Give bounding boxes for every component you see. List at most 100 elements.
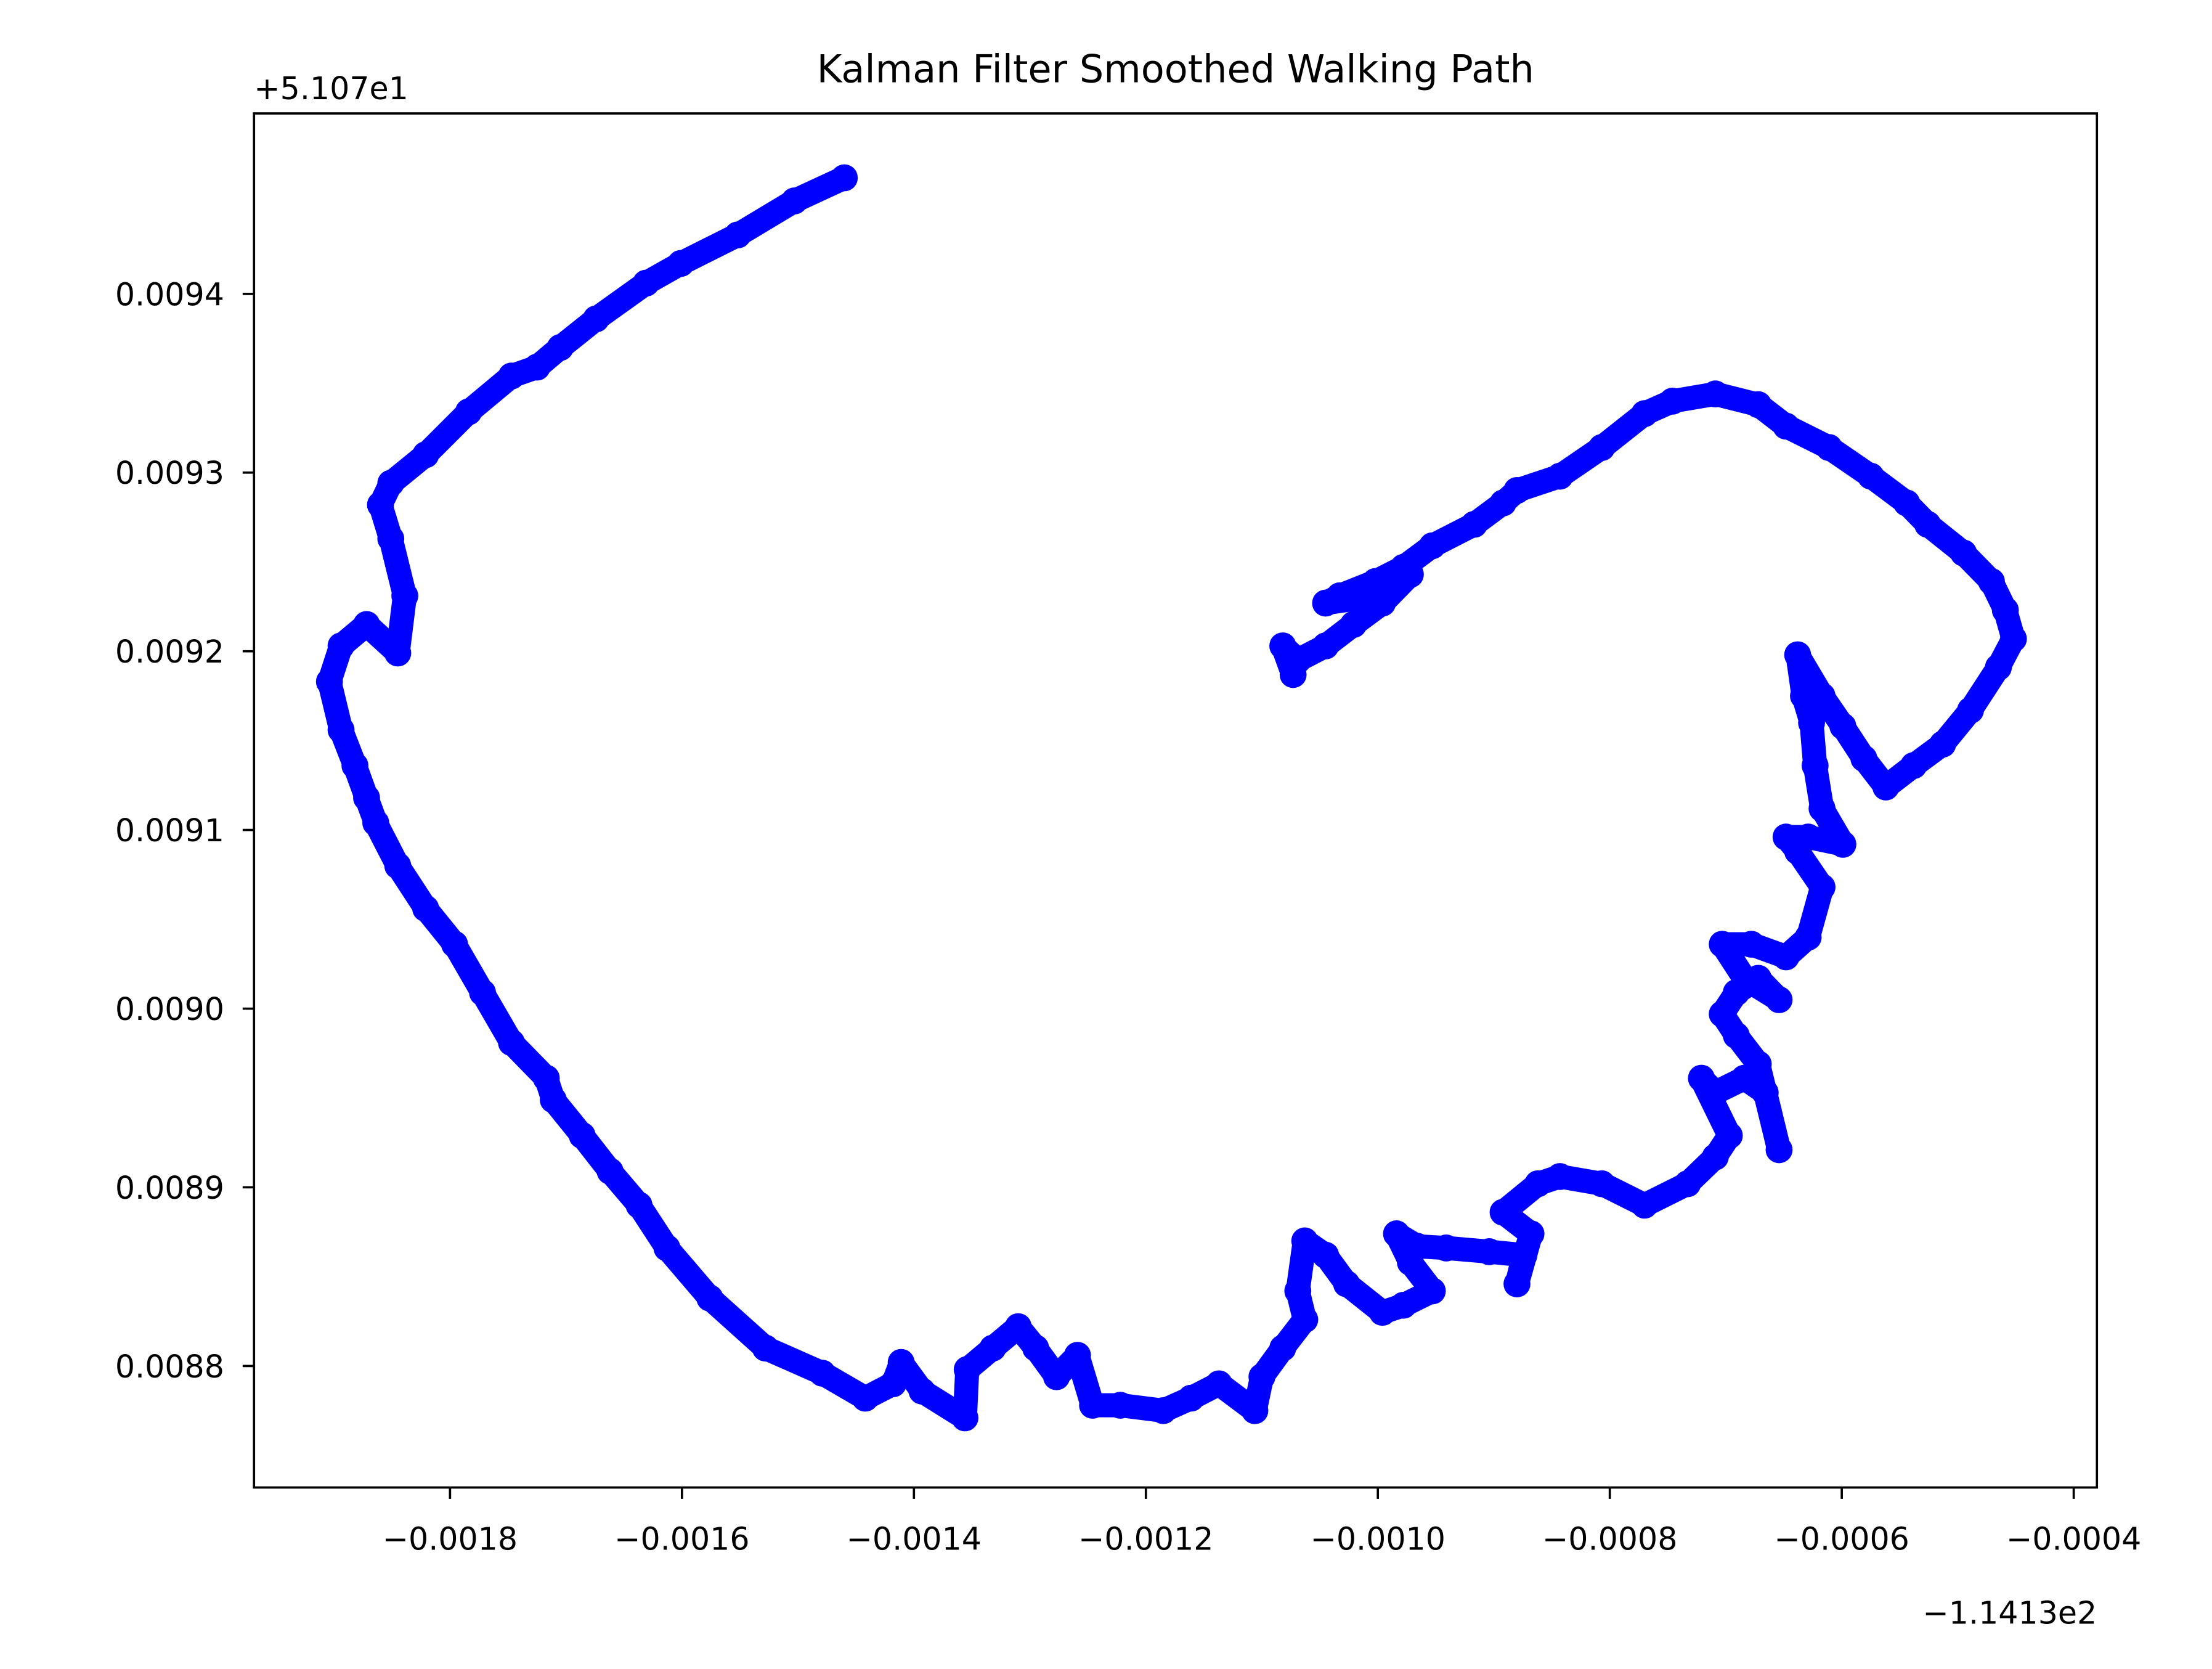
path-point xyxy=(625,1191,653,1219)
path-point xyxy=(362,809,389,836)
path-point xyxy=(1418,1277,1446,1305)
y-tick-label: 0.0088 xyxy=(115,1349,224,1385)
path-point xyxy=(353,611,380,639)
path-point xyxy=(1043,1363,1070,1390)
path-point xyxy=(1978,568,2005,595)
path-point xyxy=(724,221,752,249)
path-point xyxy=(1503,1270,1531,1297)
axes-frame xyxy=(253,112,2099,1489)
path-point xyxy=(441,931,468,958)
plot-area xyxy=(315,164,2027,1432)
path-point xyxy=(1857,462,1885,490)
path-point xyxy=(1279,661,1307,688)
path-point xyxy=(908,1377,936,1405)
path-point xyxy=(1150,1397,1177,1424)
path-point xyxy=(1790,682,1817,710)
path-point xyxy=(341,752,368,780)
chart-title: Kalman Filter Smoothed Walking Path xyxy=(817,46,1534,91)
path-point xyxy=(1546,1163,1574,1190)
path-point xyxy=(1673,1170,1701,1198)
path-point xyxy=(1991,597,2019,624)
path-point xyxy=(1312,1241,1340,1269)
path-point xyxy=(1269,1334,1296,1362)
path-point xyxy=(353,784,380,812)
path-point xyxy=(1808,873,1836,901)
path-point xyxy=(1950,539,1977,567)
path-point xyxy=(327,716,355,744)
path-point xyxy=(532,1064,560,1092)
path-point xyxy=(1702,1143,1729,1171)
path-point xyxy=(1900,752,1927,780)
y-axis: 0.0088 0.0089 0.0090 0.0091 0.0092 0.0093 0.00… xyxy=(115,276,254,1385)
path-point xyxy=(831,164,858,192)
path-point xyxy=(1291,1227,1319,1255)
path-point xyxy=(1893,489,1921,516)
path-point xyxy=(1914,510,1942,538)
path-point xyxy=(1107,1392,1134,1419)
path-point xyxy=(1631,1191,1658,1219)
path-point xyxy=(1850,745,1877,772)
x-axis: −0.0018 −0.0016 −0.0014 −0.0012 −0.0010 −0.00… xyxy=(383,1487,2141,1557)
path-point xyxy=(377,525,405,552)
path-point xyxy=(1079,1392,1106,1419)
path-point xyxy=(1004,1313,1032,1341)
path-point xyxy=(1476,1238,1503,1265)
path-point xyxy=(808,1360,836,1387)
path-point xyxy=(1510,1241,1538,1269)
y-tick-label: 0.0092 xyxy=(115,634,224,670)
path-point xyxy=(377,470,405,497)
x-tick-label: −0.0008 xyxy=(1542,1521,1678,1557)
path-point xyxy=(1588,434,1616,461)
path-point xyxy=(540,1086,567,1114)
path-point xyxy=(1022,1334,1049,1362)
x-tick-label: −0.0010 xyxy=(1310,1521,1446,1557)
path-point xyxy=(887,1349,915,1376)
path-point xyxy=(1418,532,1446,560)
path-point xyxy=(523,353,551,381)
path-point xyxy=(547,334,574,361)
path-point xyxy=(1383,1220,1410,1247)
path-point xyxy=(1794,823,1822,851)
path-point xyxy=(1333,1270,1360,1297)
path-point xyxy=(1489,489,1517,516)
path-point xyxy=(384,639,412,667)
path-point xyxy=(1798,709,1825,737)
path-point xyxy=(1929,730,1956,758)
path-point xyxy=(1723,1022,1750,1049)
path-point xyxy=(1999,625,2027,653)
path-point xyxy=(1815,434,1843,461)
path-point xyxy=(1546,462,1574,490)
path-point xyxy=(1801,752,1829,780)
path-point xyxy=(1829,831,1856,858)
path-point xyxy=(1794,923,1822,951)
x-tick-label: −0.0014 xyxy=(847,1521,982,1557)
y-tick-label: 0.0094 xyxy=(115,276,224,312)
path-point xyxy=(951,1404,978,1432)
path-point xyxy=(1433,1234,1460,1262)
path-point xyxy=(1389,1291,1417,1319)
path-point xyxy=(1957,696,1984,724)
path-point xyxy=(1368,589,1396,617)
path-point xyxy=(1744,1050,1772,1078)
path-point xyxy=(498,362,525,390)
x-tick-label: −0.0016 xyxy=(614,1521,750,1557)
path-point xyxy=(1460,510,1488,538)
path-point xyxy=(469,979,496,1006)
path-point xyxy=(455,398,482,425)
path-point xyxy=(653,1234,681,1262)
path-point xyxy=(953,1356,981,1383)
y-tick-label: 0.0091 xyxy=(115,812,224,849)
path-point xyxy=(1368,1299,1396,1326)
y-tick-label: 0.0090 xyxy=(115,991,224,1027)
path-point xyxy=(1291,1306,1319,1333)
path-point xyxy=(1744,391,1772,418)
path-point xyxy=(367,491,394,518)
path-point xyxy=(391,582,418,610)
path-point xyxy=(1269,632,1296,659)
path-point xyxy=(1312,589,1340,617)
path-point xyxy=(1772,823,1800,851)
path-point xyxy=(1404,1233,1431,1260)
path-point xyxy=(582,305,610,333)
path-point xyxy=(1709,1000,1736,1028)
